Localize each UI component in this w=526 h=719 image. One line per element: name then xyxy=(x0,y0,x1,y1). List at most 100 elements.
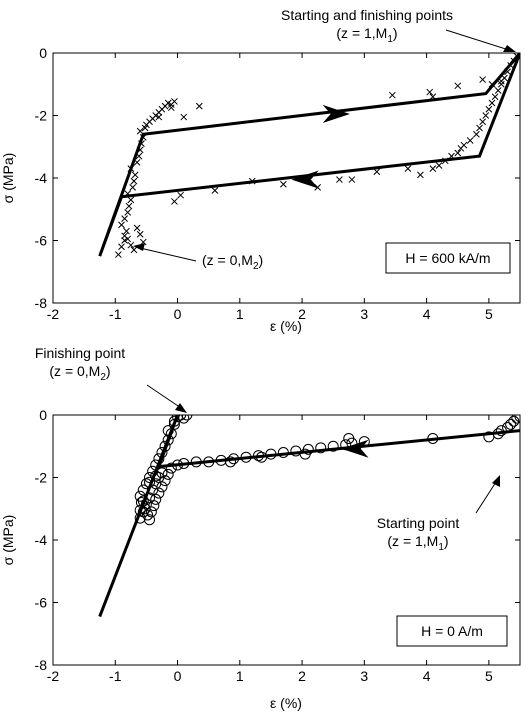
x-tick-label: 0 xyxy=(174,306,182,322)
data-point xyxy=(404,165,412,172)
data-point xyxy=(127,241,135,249)
chart-top-legend-box: H = 600 kA/m xyxy=(385,242,511,274)
chart-top-markers xyxy=(115,53,520,258)
data-point xyxy=(466,137,474,144)
data-point xyxy=(495,425,507,437)
y-tick-label: -4 xyxy=(35,532,48,548)
data-point xyxy=(429,93,437,101)
chart-bottom-x-axis-label: ε (%) xyxy=(270,695,302,711)
x-tick-label: 2 xyxy=(298,668,306,684)
data-point xyxy=(228,453,240,465)
model-line xyxy=(98,415,520,618)
data-point xyxy=(144,492,156,504)
data-point xyxy=(136,127,144,135)
y-tick-label: 0 xyxy=(39,45,47,61)
data-point xyxy=(240,451,252,463)
data-point xyxy=(211,187,219,194)
data-point xyxy=(510,57,518,65)
data-point xyxy=(460,141,468,149)
data-point xyxy=(336,176,343,183)
data-point xyxy=(156,447,168,458)
data-point xyxy=(203,456,215,468)
data-point xyxy=(150,459,162,471)
data-point xyxy=(147,484,159,496)
annotation-m2-label: (z = 0,M2) xyxy=(202,252,263,272)
chart-bottom-annotation-starting: Starting point (z = 1,M1) xyxy=(377,475,500,553)
chart-bottom-y-ticks: -8 -6 -4 -2 0 xyxy=(35,407,520,673)
data-point xyxy=(277,447,289,458)
chart-bottom-legend-text: H = 0 A/m xyxy=(421,623,483,639)
direction-arrow xyxy=(291,170,319,189)
data-point xyxy=(491,93,499,101)
x-tick-label: 5 xyxy=(485,668,493,684)
data-point xyxy=(485,105,493,113)
data-point xyxy=(479,76,486,83)
x-tick-label: 3 xyxy=(360,668,368,684)
data-point xyxy=(131,171,139,179)
data-point xyxy=(150,470,162,482)
data-point xyxy=(507,62,515,69)
annotation-finishing-title: Finishing point xyxy=(35,345,125,361)
chart-bottom-annotation-finishing: Finishing point (z = 0,M2) xyxy=(35,345,187,413)
x-tick-label: 3 xyxy=(360,306,368,322)
x-tick-label: 5 xyxy=(485,306,493,322)
y-tick-label: -8 xyxy=(35,657,48,673)
data-point xyxy=(148,500,160,512)
y-tick-label: -6 xyxy=(35,233,48,249)
data-point xyxy=(162,434,174,446)
data-point xyxy=(123,227,130,235)
data-point xyxy=(492,428,504,440)
data-point xyxy=(121,232,128,240)
data-point xyxy=(171,198,178,205)
data-point xyxy=(127,165,135,172)
data-point xyxy=(441,157,449,165)
data-point xyxy=(155,113,163,121)
data-point xyxy=(429,165,437,172)
annotation-start-finish-title: Starting and finishing points xyxy=(281,7,453,23)
data-point xyxy=(130,246,138,254)
data-point xyxy=(138,140,145,147)
data-point xyxy=(165,428,177,440)
data-point xyxy=(145,506,157,518)
data-point xyxy=(136,146,144,154)
chart-bottom-model-line xyxy=(98,415,520,618)
data-point xyxy=(118,243,125,251)
data-point xyxy=(124,209,132,216)
data-point xyxy=(181,415,193,421)
data-point xyxy=(476,124,483,132)
annotation-finishing-sub: (z = 0,M2) xyxy=(49,363,110,383)
y-tick-label: -4 xyxy=(35,170,48,186)
data-point xyxy=(482,112,490,119)
data-point xyxy=(348,176,356,183)
data-point xyxy=(168,415,180,427)
data-point xyxy=(435,162,443,169)
data-point xyxy=(178,457,190,469)
annotation-start-finish-sub: (z = 1,M1) xyxy=(336,25,397,45)
data-point xyxy=(454,149,462,157)
data-point xyxy=(180,113,188,121)
data-point xyxy=(130,177,138,185)
data-point xyxy=(125,202,133,210)
data-point xyxy=(133,159,141,166)
data-point xyxy=(388,91,396,99)
data-point xyxy=(121,215,128,222)
x-tick-label: -1 xyxy=(109,668,122,684)
data-point xyxy=(139,134,147,141)
chart-top-y-ticks: -8 -6 -4 -2 0 xyxy=(35,45,520,311)
data-point xyxy=(497,80,505,88)
annotation-starting-sub: (z = 1,M1) xyxy=(387,533,448,553)
data-point xyxy=(167,104,175,112)
data-point xyxy=(127,196,135,204)
direction-arrow xyxy=(322,104,350,123)
data-point xyxy=(136,230,144,238)
data-point xyxy=(134,504,146,516)
x-tick-label: 1 xyxy=(236,306,244,322)
data-point xyxy=(165,462,177,474)
x-tick-label: 4 xyxy=(423,306,431,322)
chart-top-x-ticks: -2 -1 0 1 2 3 4 5 xyxy=(47,53,493,322)
data-point xyxy=(514,415,520,423)
data-point xyxy=(358,436,370,448)
data-point xyxy=(448,152,455,160)
chart-top-x-axis-label: ε (%) xyxy=(270,318,302,334)
data-point xyxy=(144,472,156,483)
